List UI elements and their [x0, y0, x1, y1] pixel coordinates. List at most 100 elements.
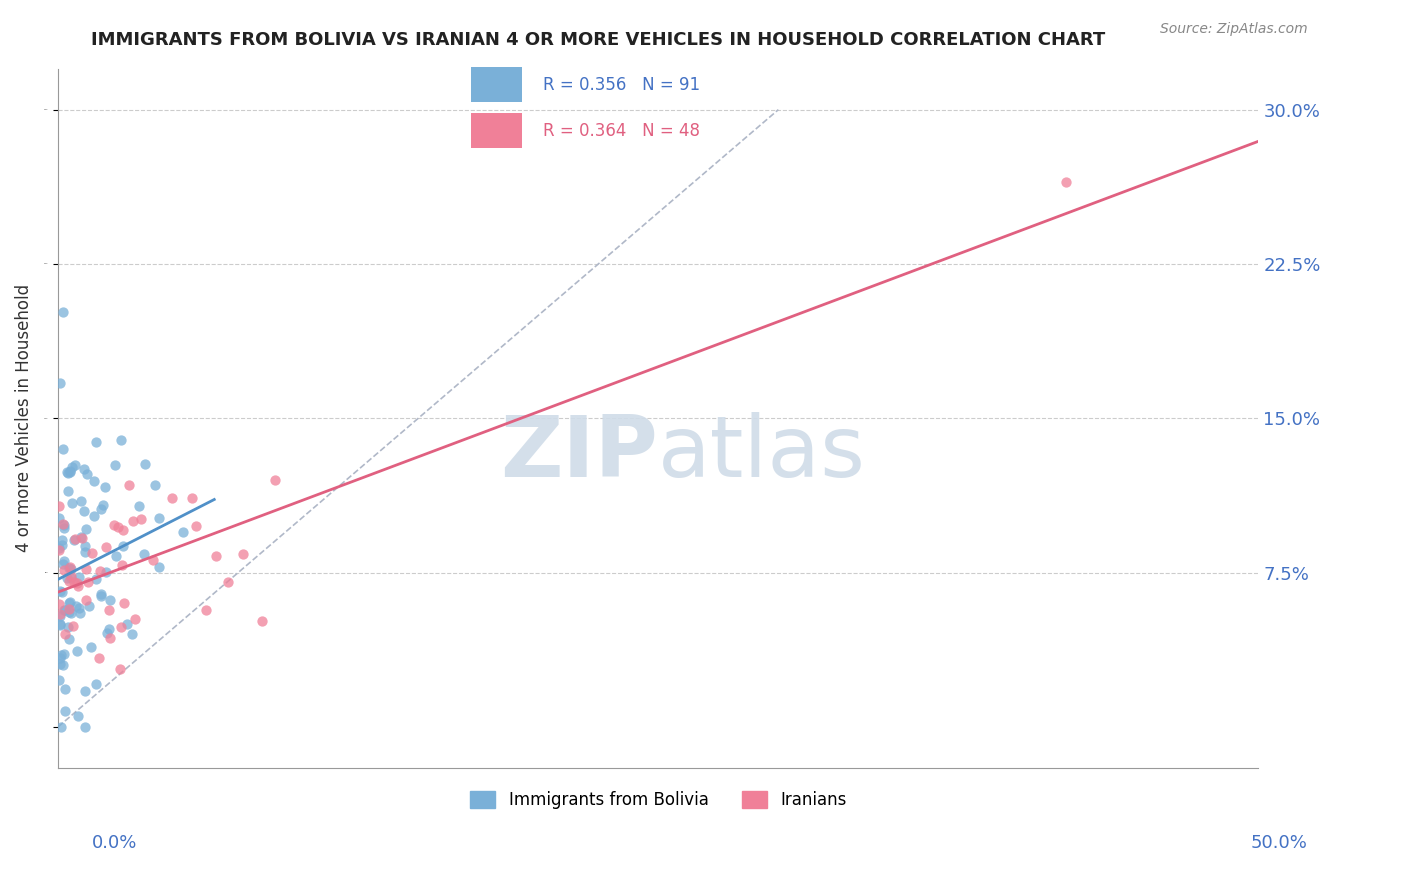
- Point: [48, 543, 70, 558]
- Point: [122, 514, 145, 528]
- Point: [84, 572, 107, 586]
- Point: [180, 491, 202, 505]
- Point: [77, 574, 100, 589]
- Text: ZIP: ZIP: [501, 412, 658, 495]
- Point: [87, 650, 110, 665]
- Point: [96, 626, 118, 640]
- Point: [143, 478, 166, 492]
- Point: [66, 575, 89, 590]
- Point: [129, 512, 152, 526]
- Point: [70, 532, 93, 546]
- Legend: Immigrants from Bolivia, Iranians: Immigrants from Bolivia, Iranians: [464, 784, 853, 815]
- Point: [195, 603, 218, 617]
- Point: [56, 483, 79, 498]
- Point: [184, 518, 207, 533]
- Point: [49, 617, 72, 632]
- FancyBboxPatch shape: [471, 68, 522, 102]
- Point: [52, 516, 75, 531]
- Point: [75, 720, 97, 734]
- Point: [58, 601, 80, 615]
- Point: [75, 545, 97, 559]
- Point: [264, 473, 287, 487]
- Point: [53, 602, 76, 616]
- Point: [90, 501, 112, 516]
- Point: [58, 595, 80, 609]
- Text: Source: ZipAtlas.com: Source: ZipAtlas.com: [1160, 22, 1308, 37]
- Point: [48, 607, 70, 622]
- Point: [53, 647, 76, 661]
- Point: [65, 644, 87, 658]
- Point: [53, 704, 76, 718]
- Text: R = 0.364   N = 48: R = 0.364 N = 48: [543, 121, 700, 139]
- Point: [67, 570, 90, 584]
- Point: [94, 540, 117, 554]
- Point: [53, 603, 76, 617]
- Point: [51, 557, 73, 571]
- Point: [142, 553, 165, 567]
- Point: [58, 574, 80, 588]
- Point: [118, 478, 141, 492]
- Point: [59, 559, 82, 574]
- Point: [51, 538, 73, 552]
- Point: [48, 511, 70, 525]
- Point: [73, 539, 96, 553]
- Point: [60, 460, 83, 475]
- Point: [148, 511, 170, 525]
- Point: [48, 597, 70, 611]
- Point: [63, 533, 86, 547]
- Point: [48, 541, 70, 555]
- Point: [90, 587, 112, 601]
- Point: [84, 677, 107, 691]
- Point: [205, 549, 228, 563]
- Point: [172, 525, 194, 540]
- Point: [83, 475, 105, 489]
- Point: [1054, 175, 1077, 189]
- Point: [94, 565, 117, 579]
- Point: [58, 464, 80, 478]
- Point: [80, 640, 103, 654]
- Point: [51, 533, 73, 547]
- Point: [48, 651, 70, 665]
- Point: [62, 619, 84, 633]
- Point: [75, 522, 97, 536]
- Point: [97, 603, 120, 617]
- Point: [58, 605, 80, 619]
- Point: [134, 458, 156, 472]
- Point: [56, 571, 79, 585]
- Point: [112, 596, 135, 610]
- Point: [48, 500, 70, 514]
- Point: [49, 583, 72, 598]
- Point: [49, 648, 72, 662]
- Point: [53, 563, 76, 577]
- Point: [69, 606, 91, 620]
- Point: [59, 570, 82, 584]
- Point: [58, 596, 80, 610]
- Point: [67, 601, 90, 615]
- Point: [56, 466, 79, 480]
- Point: [66, 709, 89, 723]
- Point: [53, 521, 76, 535]
- Point: [89, 565, 111, 579]
- Point: [49, 617, 72, 632]
- Point: [69, 493, 91, 508]
- Point: [63, 458, 86, 473]
- Point: [48, 673, 70, 688]
- Point: [51, 585, 73, 599]
- Text: 0.0%: 0.0%: [91, 834, 136, 852]
- Point: [56, 620, 79, 634]
- Point: [59, 606, 82, 620]
- Point: [90, 590, 112, 604]
- Point: [132, 548, 155, 562]
- Point: [124, 612, 146, 626]
- Point: [110, 662, 132, 676]
- Point: [98, 592, 121, 607]
- Point: [232, 547, 254, 561]
- FancyBboxPatch shape: [471, 113, 522, 148]
- Point: [49, 376, 72, 390]
- Point: [79, 599, 101, 613]
- Point: [60, 569, 83, 583]
- Point: [121, 627, 143, 641]
- Point: [52, 658, 75, 673]
- Point: [110, 619, 132, 633]
- Point: [48, 609, 70, 624]
